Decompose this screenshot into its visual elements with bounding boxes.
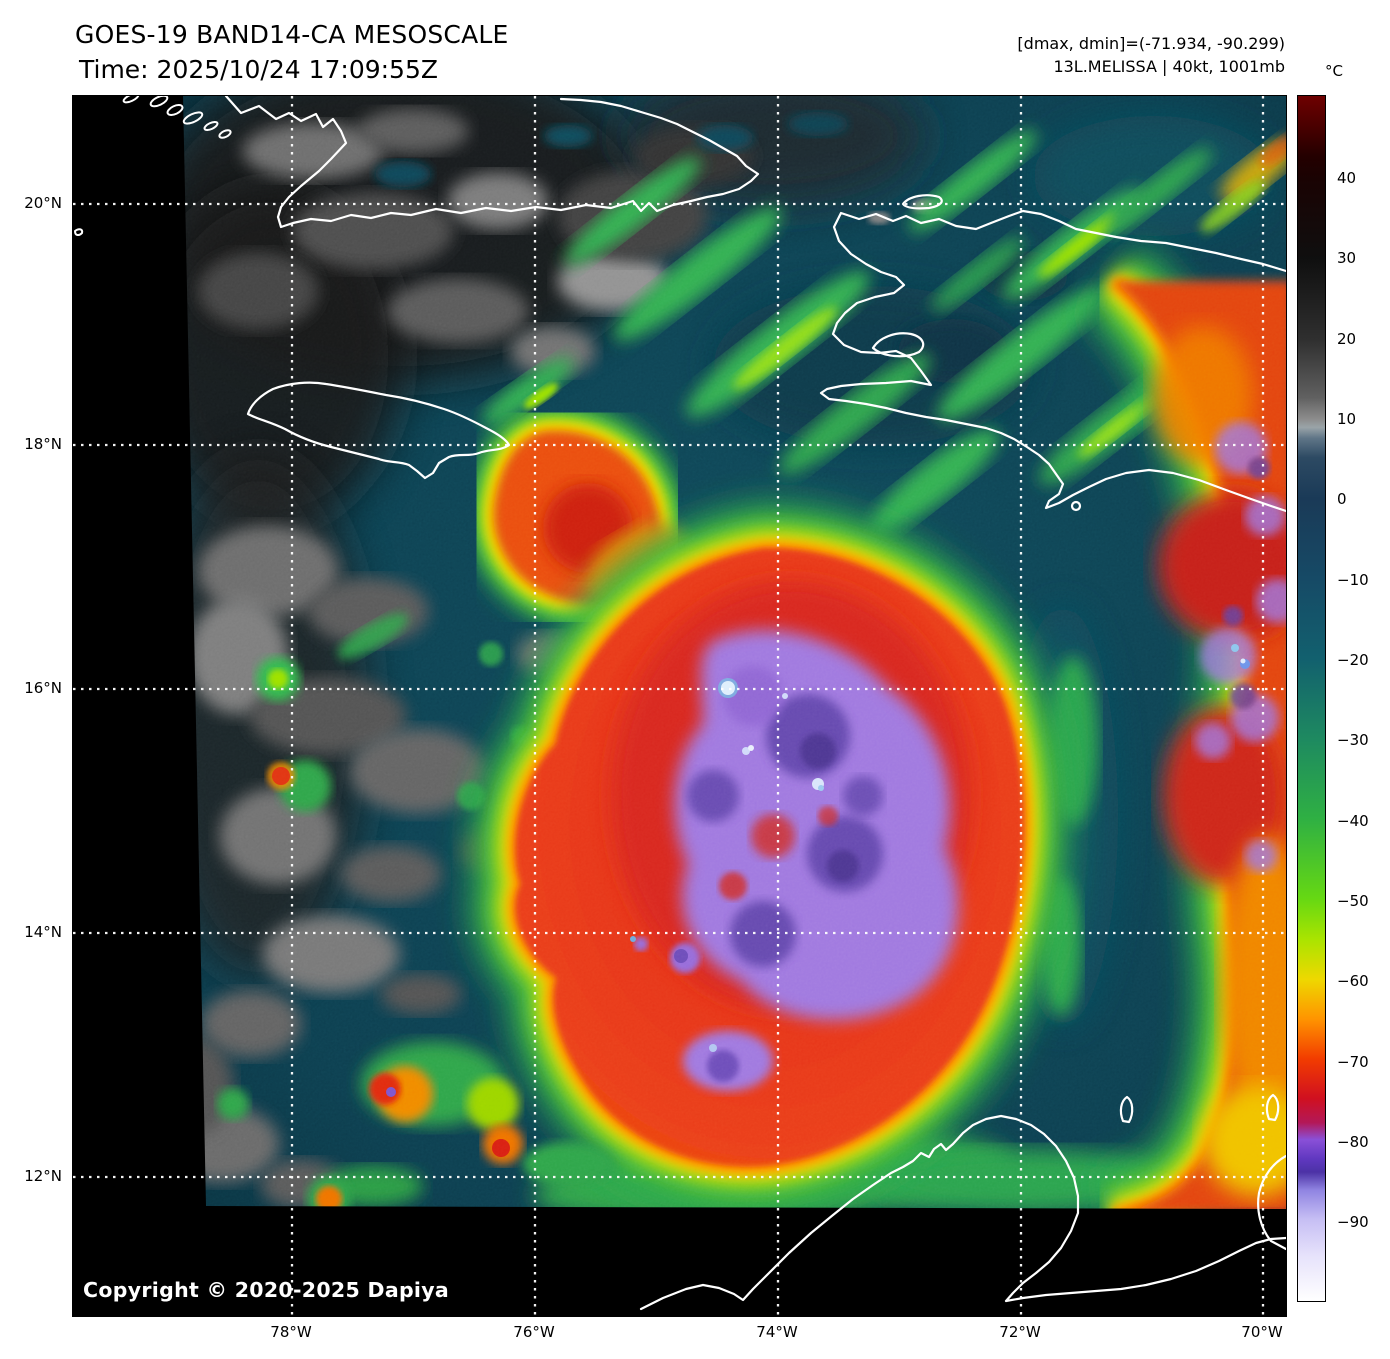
- colorbar-tick: −20: [1337, 651, 1369, 669]
- colorbar-tick: 30: [1337, 249, 1357, 267]
- lon-label-78w: 78°W: [270, 1323, 312, 1341]
- colorbar-tick: 0: [1337, 490, 1347, 508]
- storm-info: 13L.MELISSA | 40kt, 1001mb: [1053, 57, 1285, 76]
- colorbar-unit-label: °C: [1325, 62, 1343, 80]
- timestamp: Time: 2025/10/24 17:09:55Z: [79, 55, 438, 84]
- copyright-watermark: Copyright © 2020-2025 Dapiya: [83, 1278, 450, 1302]
- colorbar-tick: 10: [1337, 410, 1357, 428]
- page-title: GOES-19 BAND14-CA MESOSCALE: [75, 20, 509, 49]
- lon-label-74w: 74°W: [756, 1323, 798, 1341]
- colorbar-tick: −90: [1337, 1213, 1369, 1231]
- lat-label-14n: 14°N: [24, 923, 62, 941]
- lon-label-72w: 72°W: [999, 1323, 1041, 1341]
- colorbar-tick: −40: [1337, 812, 1369, 830]
- colorbar-tick: −60: [1337, 972, 1369, 990]
- lat-label-20n: 20°N: [24, 194, 62, 212]
- lat-label-18n: 18°N: [24, 435, 62, 453]
- lat-lon-gridlines: [73, 96, 1286, 1316]
- lon-label-70w: 70°W: [1241, 1323, 1283, 1341]
- lat-label-16n: 16°N: [24, 679, 62, 697]
- dmax-dmin-readout: [dmax, dmin]=(-71.934, -90.299): [1017, 34, 1285, 53]
- satellite-map-canvas: [73, 96, 1286, 1316]
- lon-label-76w: 76°W: [513, 1323, 555, 1341]
- temperature-colorbar: [1297, 95, 1326, 1302]
- colorbar-tick: 40: [1337, 169, 1357, 187]
- colorbar-tick: −50: [1337, 892, 1369, 910]
- colorbar-tick: −70: [1337, 1053, 1369, 1071]
- coastlines: [74, 96, 1286, 1311]
- colorbar-tick: −80: [1337, 1133, 1369, 1151]
- lat-label-12n: 12°N: [24, 1167, 62, 1185]
- satellite-map-frame: Copyright © 2020-2025 Dapiya: [72, 95, 1287, 1317]
- colorbar-tick: −30: [1337, 731, 1369, 749]
- colorbar-tick: 20: [1337, 330, 1357, 348]
- colorbar-tick: −10: [1337, 571, 1369, 589]
